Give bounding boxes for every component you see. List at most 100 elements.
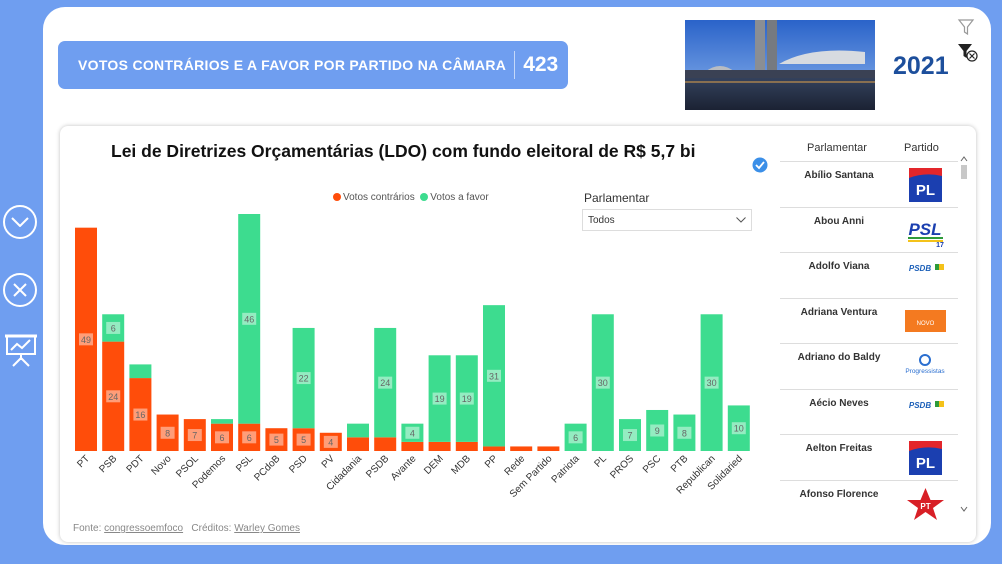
table-row[interactable]: Aelton Freitas PL: [780, 434, 958, 480]
bar-against[interactable]: [292, 428, 315, 451]
data-label-bg[interactable]: [296, 433, 311, 446]
x-tick-label: PT: [75, 453, 92, 470]
svg-text:17: 17: [936, 242, 944, 248]
bar-against[interactable]: [183, 419, 206, 451]
bar-favor[interactable]: [700, 314, 723, 451]
column-header-parlamentar[interactable]: Parlamentar: [807, 142, 867, 154]
x-tick-label: PSDB: [364, 453, 391, 480]
data-label-bg[interactable]: [487, 369, 501, 382]
bar-against[interactable]: [510, 446, 533, 451]
bar-against[interactable]: [265, 428, 288, 451]
table-row[interactable]: Adolfo Viana PSDB: [780, 252, 958, 298]
bar-against[interactable]: [455, 441, 478, 451]
column-header-partido[interactable]: Partido: [904, 142, 939, 154]
bar-against[interactable]: [537, 446, 560, 451]
svg-text:PSL: PSL: [908, 220, 941, 239]
bar-favor[interactable]: [673, 414, 696, 451]
data-label-bg[interactable]: [405, 426, 420, 439]
bar-against[interactable]: [483, 446, 505, 451]
table-row[interactable]: Afonso Florence PT: [780, 479, 958, 523]
filter-button[interactable]: [957, 18, 975, 36]
data-label-bg[interactable]: [215, 431, 229, 444]
data-label-bg[interactable]: [187, 429, 202, 442]
data-label: 30: [598, 378, 608, 388]
bar-against[interactable]: [211, 423, 233, 451]
bar-favor[interactable]: [619, 419, 641, 451]
bar-against[interactable]: [156, 414, 179, 451]
data-label-bg[interactable]: [269, 433, 284, 446]
data-label-bg[interactable]: [106, 321, 121, 334]
presentation-icon: [5, 334, 37, 367]
bar-favor[interactable]: [564, 423, 587, 451]
clear-filter-icon: [958, 44, 978, 62]
clear-filter-button[interactable]: [957, 42, 979, 62]
close-button[interactable]: [3, 273, 37, 307]
data-label-bg[interactable]: [731, 422, 746, 435]
presentation-button[interactable]: [4, 332, 38, 368]
bar-favor[interactable]: [727, 405, 750, 451]
credits-link[interactable]: Warley Gomes: [234, 523, 300, 534]
data-label-bg[interactable]: [323, 435, 338, 448]
table-scrollbar[interactable]: [960, 155, 968, 515]
data-label-bg[interactable]: [296, 372, 311, 385]
bar-favor[interactable]: [455, 355, 478, 442]
data-label: 16: [135, 410, 145, 420]
bar-against[interactable]: [129, 378, 152, 451]
bar-favor[interactable]: [102, 314, 125, 342]
bar-favor[interactable]: [483, 305, 505, 447]
credits-label: Créditos:: [191, 523, 232, 534]
legend-label-favor: Votos a favor: [430, 192, 489, 203]
data-label-bg[interactable]: [568, 431, 583, 444]
bar-against[interactable]: [319, 432, 342, 451]
data-label-bg[interactable]: [432, 392, 447, 405]
data-label-bg[interactable]: [106, 390, 121, 403]
party-logo: PSL 17: [903, 214, 948, 249]
bar-favor[interactable]: [401, 423, 424, 442]
bar-favor[interactable]: [646, 409, 669, 451]
parlamentar-dropdown[interactable]: Todos: [582, 209, 752, 231]
bar-favor[interactable]: [374, 327, 397, 438]
data-label-bg[interactable]: [133, 408, 148, 421]
chevron-down-button[interactable]: [3, 205, 37, 239]
bar-against[interactable]: [102, 341, 125, 451]
parlamentar-name: Aelton Freitas: [805, 443, 873, 454]
data-label-bg[interactable]: [623, 429, 637, 442]
bar-favor[interactable]: [347, 423, 369, 438]
slicer-label: Parlamentar: [584, 191, 650, 205]
data-label-bg[interactable]: [677, 426, 692, 439]
data-label-bg[interactable]: [704, 376, 719, 389]
data-label-bg[interactable]: [459, 392, 474, 405]
data-label-bg[interactable]: [378, 376, 393, 389]
table-row[interactable]: Adriana Ventura NOVO: [780, 297, 958, 344]
data-label-bg[interactable]: [160, 426, 175, 439]
bar-against[interactable]: [75, 227, 97, 451]
bar-favor[interactable]: [211, 419, 233, 424]
data-label-bg[interactable]: [650, 424, 665, 437]
bar-favor[interactable]: [428, 355, 451, 442]
data-label: 30: [707, 378, 717, 388]
bar-favor[interactable]: [591, 314, 614, 451]
svg-text:PT: PT: [920, 502, 930, 511]
filter-icon: [957, 19, 975, 36]
source-link[interactable]: congressoemfoco: [104, 523, 184, 534]
data-label-bg[interactable]: [242, 312, 257, 325]
parlamentar-name: Aécio Neves: [809, 397, 869, 409]
bar-against[interactable]: [374, 437, 397, 451]
bar-against[interactable]: [401, 441, 424, 451]
bar-against[interactable]: [238, 423, 261, 451]
bar-favor[interactable]: [129, 364, 152, 379]
footer: Fonte: congressoemfoco Créditos: Warley …: [73, 523, 300, 534]
bar-favor[interactable]: [292, 327, 315, 429]
table-row[interactable]: Abou Anni PSL 17: [780, 206, 958, 253]
table-row[interactable]: Aécio Neves PSDB: [780, 388, 958, 435]
data-label: 4: [328, 437, 333, 447]
data-label-bg[interactable]: [242, 431, 257, 444]
table-row[interactable]: Adriano do Baldy Progressistas: [780, 343, 958, 389]
bar-favor[interactable]: [238, 214, 261, 424]
bar-against[interactable]: [428, 441, 451, 451]
table-row[interactable]: Abílio Santana PL: [780, 161, 958, 207]
data-label-bg[interactable]: [595, 376, 610, 389]
bar-against[interactable]: [347, 437, 369, 451]
data-label-bg[interactable]: [79, 333, 93, 346]
data-label: 6: [573, 433, 578, 443]
